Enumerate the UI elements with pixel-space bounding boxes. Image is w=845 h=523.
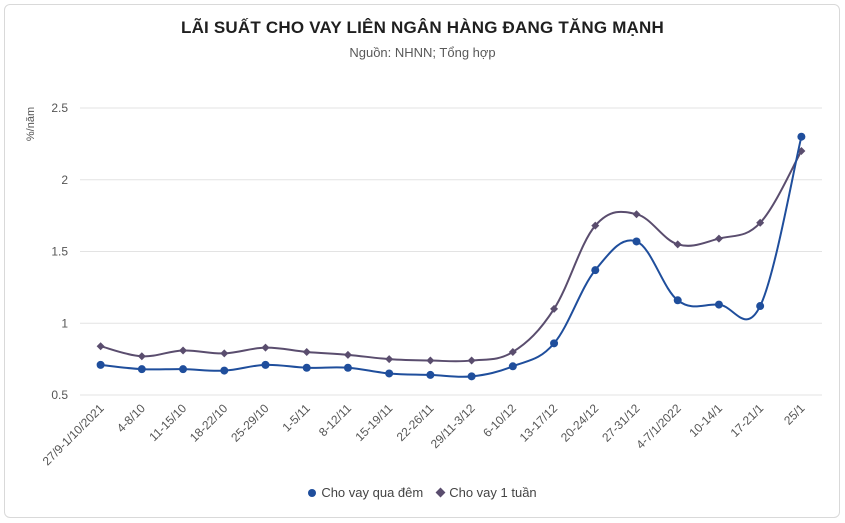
y-tick-label: 2.5	[51, 101, 68, 115]
data-point-overnight	[261, 360, 270, 369]
data-point-1week	[426, 356, 435, 365]
x-tick-label: 11-15/10	[146, 401, 189, 444]
x-tick-label: 8-12/11	[316, 401, 354, 439]
data-point-overnight	[343, 363, 352, 372]
y-tick-label: 0.5	[51, 388, 68, 402]
data-point-overnight	[632, 237, 641, 246]
y-tick-label: 1	[61, 316, 68, 330]
data-point-overnight	[96, 360, 105, 369]
x-tick-label: 18-22/10	[187, 401, 231, 445]
legend-label-overnight: Cho vay qua đêm	[321, 485, 424, 500]
data-point-1week	[261, 343, 270, 352]
data-point-overnight	[591, 266, 600, 275]
chart-legend: Cho vay qua đêm Cho vay 1 tuần	[0, 485, 845, 500]
data-point-1week	[302, 347, 311, 356]
x-tick-label: 25-29/10	[228, 401, 272, 445]
data-point-overnight	[508, 362, 517, 371]
data-point-1week	[179, 346, 188, 355]
data-point-1week	[591, 221, 600, 230]
legend-marker-1week	[435, 487, 446, 498]
data-point-overnight	[137, 365, 146, 374]
x-tick-label: 25/1	[781, 401, 808, 428]
data-point-1week	[137, 352, 146, 361]
data-point-1week	[673, 240, 682, 249]
data-point-overnight	[302, 363, 311, 372]
data-point-overnight	[426, 370, 435, 379]
legend-marker-overnight	[308, 488, 317, 497]
x-tick-label: 29/11-3/12	[428, 401, 478, 451]
data-point-1week	[96, 342, 105, 351]
data-point-overnight	[385, 369, 394, 378]
data-point-overnight	[714, 300, 723, 309]
x-tick-label: 6-10/12	[480, 401, 519, 440]
data-point-1week	[343, 350, 352, 359]
data-point-1week	[385, 355, 394, 364]
x-tick-label: 15-19/11	[353, 401, 396, 444]
data-point-1week	[632, 210, 641, 219]
data-point-1week	[756, 218, 765, 227]
chart-title: LÃI SUẤT CHO VAY LIÊN NGÂN HÀNG ĐANG TĂN…	[180, 18, 664, 37]
series-line-overnight	[100, 136, 803, 378]
chart-frame	[4, 4, 840, 518]
data-point-1week	[467, 356, 476, 365]
x-tick-label: 10-14/1	[686, 401, 725, 440]
chart-subtitle: Nguồn: NHNN; Tổng hợp	[349, 45, 496, 60]
y-tick-label: 2	[61, 173, 68, 187]
data-point-overnight	[673, 296, 682, 305]
x-tick-label: 4-8/10	[114, 401, 148, 435]
series-line-1week	[100, 150, 803, 363]
data-point-overnight	[550, 339, 559, 348]
legend-item-overnight: Cho vay qua đêm	[308, 485, 423, 500]
y-axis-label: %/năm	[25, 107, 37, 141]
data-point-overnight	[467, 372, 476, 381]
x-tick-label: 27/9-1/10/2021	[40, 401, 107, 468]
data-point-overnight	[179, 365, 188, 374]
x-tick-label: 4-7/1/2022	[633, 401, 684, 452]
data-point-overnight	[797, 132, 806, 141]
legend-item-1week: Cho vay 1 tuần	[435, 485, 537, 500]
x-tick-label: 1-5/11	[280, 401, 314, 435]
data-point-overnight	[220, 366, 229, 375]
x-tick-label: 17-21/1	[728, 401, 767, 440]
legend-label-1week: Cho vay 1 tuần	[449, 485, 537, 500]
x-tick-label: 20-24/12	[558, 401, 602, 445]
y-tick-label: 1.5	[51, 245, 68, 259]
data-point-overnight	[756, 302, 765, 311]
data-point-1week	[508, 347, 517, 356]
data-point-1week	[550, 304, 559, 313]
data-point-1week	[220, 349, 229, 358]
data-point-1week	[714, 234, 723, 243]
x-tick-label: 13-17/12	[517, 401, 561, 445]
